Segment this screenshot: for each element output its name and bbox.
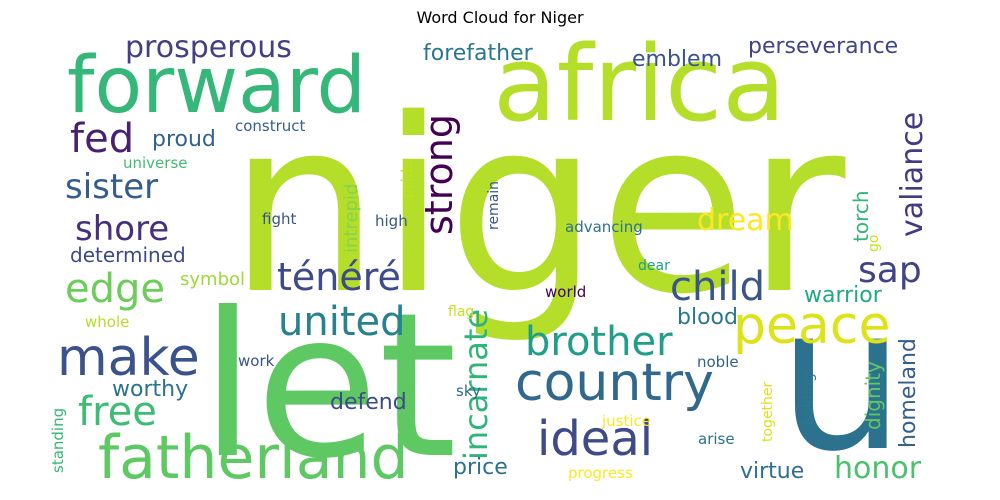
word-high: high (375, 212, 408, 230)
word-progress: progress (568, 464, 633, 482)
word-shore: shore (75, 209, 169, 249)
word-forefather: forefather (423, 41, 534, 66)
word-blood: blood (677, 305, 738, 330)
word-sister: sister (65, 167, 158, 207)
word-honor: honor (834, 451, 922, 486)
word-niger: niger (228, 67, 846, 347)
word-proud: proud (152, 127, 216, 152)
word-torch: torch (849, 190, 873, 242)
word-price: price (453, 455, 508, 480)
word-defend: defend (330, 390, 407, 415)
word-forward: forward (67, 41, 366, 131)
word-fatherland: fatherland (98, 423, 409, 493)
word-let: let (200, 270, 457, 500)
word-child: child (670, 264, 765, 310)
word-sky: sky (456, 382, 481, 400)
word-perseverance: perseverance (748, 34, 898, 59)
word-advancing: advancing (565, 218, 643, 236)
word-fed: fed (70, 116, 134, 162)
word-together: together (760, 381, 776, 442)
word-virtue: virtue (740, 459, 804, 484)
word-universe: universe (123, 154, 188, 172)
word-intrepid: intrepid (341, 184, 362, 253)
word-fight: fight (262, 210, 296, 228)
word-dream: dream (697, 203, 794, 238)
word-emblem: emblem (632, 47, 722, 72)
word-free: free (78, 389, 157, 435)
word-dignity: dignity (861, 361, 885, 430)
word-ténéré: ténéré (277, 255, 401, 299)
word-determined: determined (70, 243, 186, 267)
word-edge: edge (65, 266, 165, 312)
word-brother: brother (525, 319, 673, 365)
word-construct: construct (235, 117, 306, 135)
word-dear: dear (638, 258, 670, 274)
word-incarnate: incarnate (457, 309, 495, 460)
word-sap: sap (858, 250, 922, 291)
word-united: united (278, 299, 406, 345)
chart-title: Word Cloud for Niger (416, 8, 584, 27)
word-make: make (57, 328, 200, 388)
word-valiance: valiance (895, 112, 930, 237)
word-africa: africa (493, 23, 786, 145)
word-symbol: symbol (180, 269, 245, 290)
word-flag: flag (448, 304, 474, 320)
word-work: work (238, 352, 275, 370)
word-arise: arise (698, 430, 735, 448)
word-worthy: worthy (112, 377, 188, 402)
word-strong: strong (417, 114, 461, 235)
word-standing: standing (49, 408, 67, 473)
word-whole: whole (85, 313, 129, 331)
word-warrior: warrior (804, 283, 883, 308)
word-ideal: ideal (537, 411, 653, 467)
word-u: u (778, 263, 905, 496)
word-homeland: homeland (896, 338, 921, 448)
word-peace: peace (733, 296, 890, 356)
word-prosperous: prosperous (125, 30, 292, 65)
word-noble: noble (697, 353, 739, 371)
word-pride: pride (398, 159, 416, 198)
word-country: country (515, 353, 714, 413)
word-remain: remain (486, 181, 502, 230)
word-go: go (866, 235, 882, 252)
word-justice: justice (601, 412, 651, 430)
word-holding: holding (801, 373, 817, 425)
word-world: world (545, 283, 586, 301)
